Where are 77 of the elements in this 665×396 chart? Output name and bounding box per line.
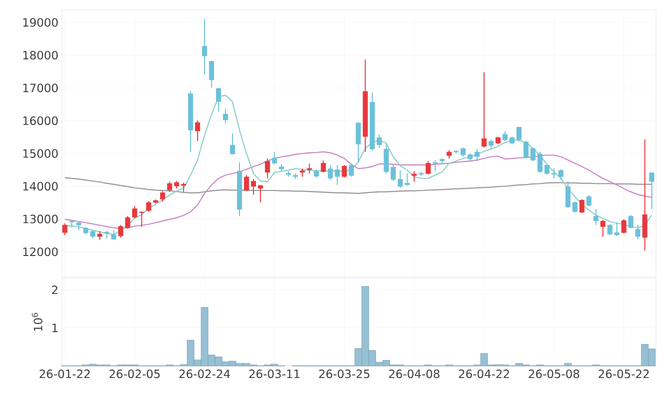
candlestick <box>244 174 250 192</box>
y-tick-label: 12000 <box>23 247 58 256</box>
candlestick <box>600 219 606 238</box>
candlestick <box>460 147 466 158</box>
candlestick <box>614 222 620 237</box>
candlestick <box>306 163 312 174</box>
candlestick <box>649 172 654 210</box>
candlestick <box>593 208 598 226</box>
candlestick <box>195 120 200 142</box>
candlestick <box>628 214 634 230</box>
x-tick-label: 26-04-08 <box>389 370 440 378</box>
candlestick <box>320 160 326 173</box>
candlestick <box>558 168 564 181</box>
candlestick <box>565 181 570 208</box>
candlestick <box>530 147 536 162</box>
x-tick-label: 26-05-22 <box>598 370 649 378</box>
x-tick-label: 26-03-11 <box>249 370 300 378</box>
x-tick-label: 26-03-25 <box>319 370 370 378</box>
candlestick <box>258 184 263 203</box>
candlestick <box>376 134 382 148</box>
candlestick <box>139 210 144 228</box>
x-tick-label: 26-04-22 <box>458 370 509 378</box>
y-tick-label: 17000 <box>23 84 58 92</box>
y-tick-label: 2 <box>52 286 58 294</box>
candlestick <box>76 220 82 231</box>
candlestick <box>356 122 361 163</box>
candlestick <box>524 140 529 159</box>
candlestick <box>250 178 256 196</box>
candlestick <box>118 224 124 238</box>
x-tick-label: 26-05-08 <box>528 370 580 378</box>
candlestick <box>482 72 487 148</box>
y-tick-label: 14000 <box>23 182 58 191</box>
candlestick <box>537 151 543 173</box>
candlestick <box>516 126 522 142</box>
candlestick <box>146 200 152 212</box>
candlestick <box>272 151 277 165</box>
x-tick-label: 26-01-22 <box>40 370 90 378</box>
y-tick-label: 13000 <box>23 214 58 224</box>
y-tick-label: 1 <box>52 324 58 332</box>
candlestick <box>635 224 640 240</box>
candlestick <box>62 222 68 236</box>
candlestick <box>544 164 550 175</box>
y-tick-label: 16000 <box>23 116 58 126</box>
x-tick-label: 26-02-24 <box>179 370 230 378</box>
candlestick <box>502 130 508 142</box>
candlestick <box>181 182 186 192</box>
candlestick <box>488 139 494 150</box>
candlestick <box>111 230 116 240</box>
candlestick <box>642 138 648 251</box>
candlestick <box>160 190 166 202</box>
candlestick <box>328 164 333 181</box>
y-tick-label: 18000 <box>23 50 58 60</box>
candlestick <box>264 158 270 179</box>
candlestick <box>426 160 431 175</box>
candlestick <box>474 148 480 162</box>
candlestick <box>579 198 584 214</box>
candlestick <box>586 194 592 207</box>
candlestick <box>607 224 612 236</box>
candlestick <box>167 181 172 192</box>
y-axis-title: 10$^{6}$ <box>32 312 42 331</box>
candlestick <box>621 218 626 234</box>
candlestick <box>216 87 222 112</box>
candlestick <box>209 60 214 88</box>
candlestick <box>572 201 578 213</box>
x-tick-label: 26-02-05 <box>110 370 160 378</box>
y-tick-label: 19000 <box>23 18 58 27</box>
candlestick <box>348 163 354 178</box>
candlestick <box>334 164 340 186</box>
candlestick <box>551 168 556 179</box>
candlestick <box>230 133 236 155</box>
candlestick <box>342 164 347 178</box>
y-tick-label: 15000 <box>23 149 58 158</box>
candlestick <box>223 108 228 124</box>
candlestick <box>132 205 138 219</box>
candlestick <box>412 170 417 182</box>
candlestick <box>202 18 208 76</box>
candlestick <box>125 216 130 230</box>
